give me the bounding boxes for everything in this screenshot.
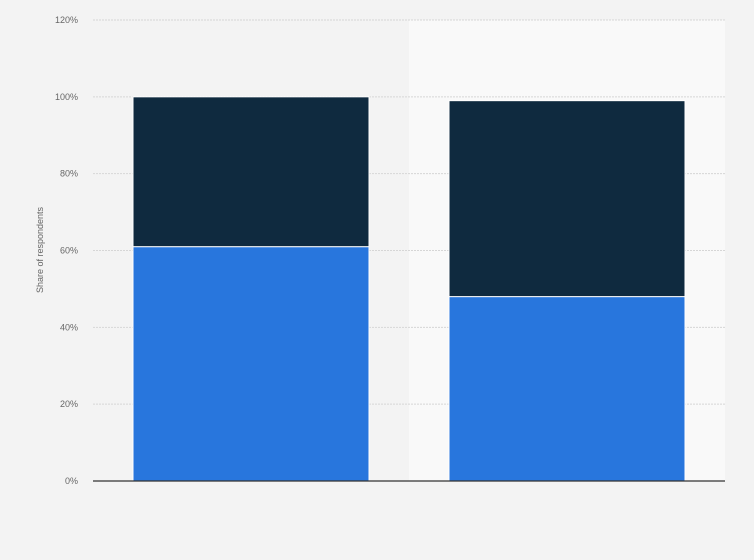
y-axis-label: Share of respondents — [35, 206, 45, 293]
bar-segment-0-1[interactable] — [132, 96, 370, 248]
y-tick-label: 80% — [60, 169, 78, 179]
bar-segment-1-1[interactable] — [448, 100, 686, 298]
y-tick-label: 0% — [65, 476, 78, 486]
bar-segment-0-0[interactable] — [132, 246, 370, 482]
y-tick-label: 100% — [55, 92, 78, 102]
y-tick-label: 60% — [60, 246, 78, 256]
y-tick-label: 120% — [55, 15, 78, 25]
y-tick-label: 20% — [60, 399, 78, 409]
y-tick-label: 40% — [60, 322, 78, 332]
bar-segment-1-0[interactable] — [448, 296, 686, 482]
